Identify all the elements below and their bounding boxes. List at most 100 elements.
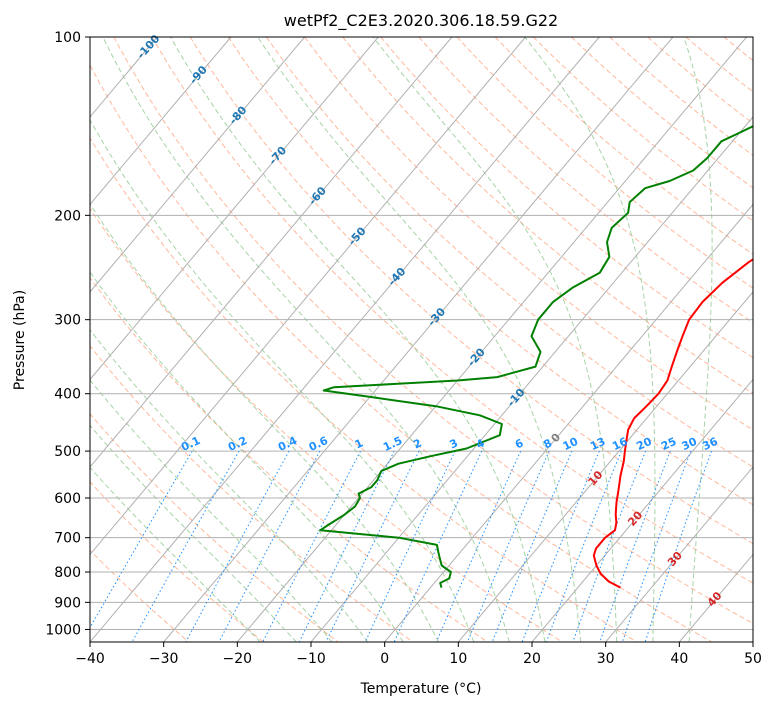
dry-adiabat — [90, 481, 264, 642]
x-tick-label: −20 — [223, 651, 253, 667]
dry-adiabat — [151, 37, 753, 584]
mixing-ratio-line — [467, 450, 550, 642]
isotherm-gridline — [678, 553, 753, 642]
dry-adiabat — [647, 37, 753, 125]
x-tick-label: 50 — [744, 651, 762, 667]
moist-adiabat — [90, 271, 404, 642]
isotherm-gridline — [163, 37, 674, 642]
isotherm-gridline — [90, 37, 600, 642]
mixing-ratio-line — [599, 450, 671, 642]
mixing-ratio-line — [90, 450, 193, 629]
isotherm-gridline — [90, 37, 453, 468]
y-tick-label: 400 — [54, 387, 81, 403]
y-tick-label: 100 — [54, 30, 81, 46]
y-tick-label: 700 — [54, 531, 81, 547]
x-tick-label: −10 — [296, 651, 326, 667]
dry-adiabat — [265, 37, 753, 468]
mixing-ratio-label: 25 — [659, 435, 678, 453]
dry-adiabat — [90, 345, 414, 642]
isotherm-gridline — [90, 37, 305, 293]
mixing-ratio-line — [218, 450, 321, 642]
dry-adiabat — [90, 136, 638, 642]
mixing-ratio-label: 10 — [561, 435, 581, 453]
y-tick-label: 300 — [54, 313, 81, 329]
mixing-ratio-line — [131, 450, 240, 642]
mixing-ratio-lines — [90, 450, 713, 642]
x-tick-label: −30 — [149, 651, 179, 667]
mixing-ratio-label: 3 — [448, 436, 460, 451]
moist-adiabat — [102, 37, 510, 642]
isotherm-gridline — [0, 37, 10, 642]
moist-adiabat — [170, 37, 546, 642]
mixing-ratio-label: 20 — [634, 435, 654, 453]
isotherm-label: -100 — [134, 32, 162, 61]
y-tick-label: 800 — [54, 565, 81, 581]
dry-adiabat — [762, 37, 775, 642]
x-tick-label: 40 — [670, 651, 688, 667]
isotherm-gridline — [605, 466, 753, 642]
dry-adiabat — [90, 207, 563, 642]
dry-adiabat — [90, 64, 712, 642]
x-tick-label: 30 — [597, 651, 615, 667]
dry-adiabat — [189, 37, 753, 545]
gridlines — [0, 37, 753, 642]
dry-adiabat — [494, 37, 753, 255]
isotherm-gridline — [457, 291, 753, 642]
isotherm-gridline — [310, 116, 753, 642]
mixing-ratio-label: 30 — [680, 435, 700, 453]
mixing-ratio-line — [325, 450, 420, 642]
isotherm-gridline — [384, 203, 753, 642]
x-axis-title: Temperature (°C) — [360, 681, 482, 697]
isotherm-gridline — [236, 37, 747, 642]
dry-adiabat — [685, 37, 753, 93]
isotherm-gridline — [90, 37, 379, 381]
moist-adiabat — [90, 466, 261, 642]
plot-frame — [89, 36, 754, 643]
moist-adiabat — [372, 37, 618, 642]
x-tick-label: −40 — [75, 651, 105, 667]
dry-adiabat — [342, 37, 753, 395]
y-tick-label: 900 — [54, 595, 81, 611]
dry-adiabat — [380, 37, 753, 359]
moist-adiabat — [90, 424, 297, 642]
y-tick-label: 600 — [54, 491, 81, 507]
y-tick-label: 1000 — [45, 622, 81, 638]
mixing-ratio-label: 6 — [513, 436, 526, 451]
dry-adiabat — [227, 37, 753, 506]
mixing-ratio-label: 36 — [700, 435, 720, 453]
isotherm-gridline — [531, 378, 753, 642]
mixing-ratio-line — [492, 450, 573, 642]
y-tick-label: 200 — [54, 208, 81, 224]
dry-adiabat — [90, 413, 339, 642]
sounding-series — [319, 125, 753, 589]
y-axis: 100 200 300 400 500 600 700 800 900 1000 — [45, 30, 90, 638]
temperature-line — [592, 258, 753, 589]
dry-adiabat — [90, 276, 488, 642]
mixing-ratio-line — [299, 450, 395, 642]
dry-adiabat — [571, 37, 753, 189]
y-axis-title: Pressure (hPa) — [12, 290, 28, 390]
isotherm-gridline — [90, 37, 526, 556]
dry-adiabat — [113, 37, 753, 625]
mixing-ratio-label: 2 — [411, 436, 423, 451]
moist-adiabat — [90, 328, 369, 642]
chart-title: wetPf2_C2E3.2020.306.18.59.G22 — [284, 11, 558, 31]
moist-adiabat — [257, 37, 582, 642]
dewpoint-line — [319, 125, 753, 588]
x-tick-label: 10 — [449, 651, 467, 667]
dry-adiabats — [90, 37, 775, 642]
moist-adiabat — [90, 203, 439, 642]
mixing-ratio-line — [436, 450, 522, 642]
mixing-ratio-label: 13 — [588, 435, 607, 453]
moist-adiabat — [90, 118, 475, 642]
isotherm-gridline — [752, 641, 753, 642]
moist-adiabat — [524, 37, 656, 642]
x-axis: −40 −30 −20 −10 0 10 20 30 40 50 — [75, 642, 762, 667]
dry-adiabat — [456, 37, 753, 289]
isotherm-gridline — [90, 37, 232, 206]
mixing-ratio-line — [644, 450, 713, 642]
x-tick-label: 0 — [380, 651, 389, 667]
y-tick-label: 500 — [54, 444, 81, 460]
